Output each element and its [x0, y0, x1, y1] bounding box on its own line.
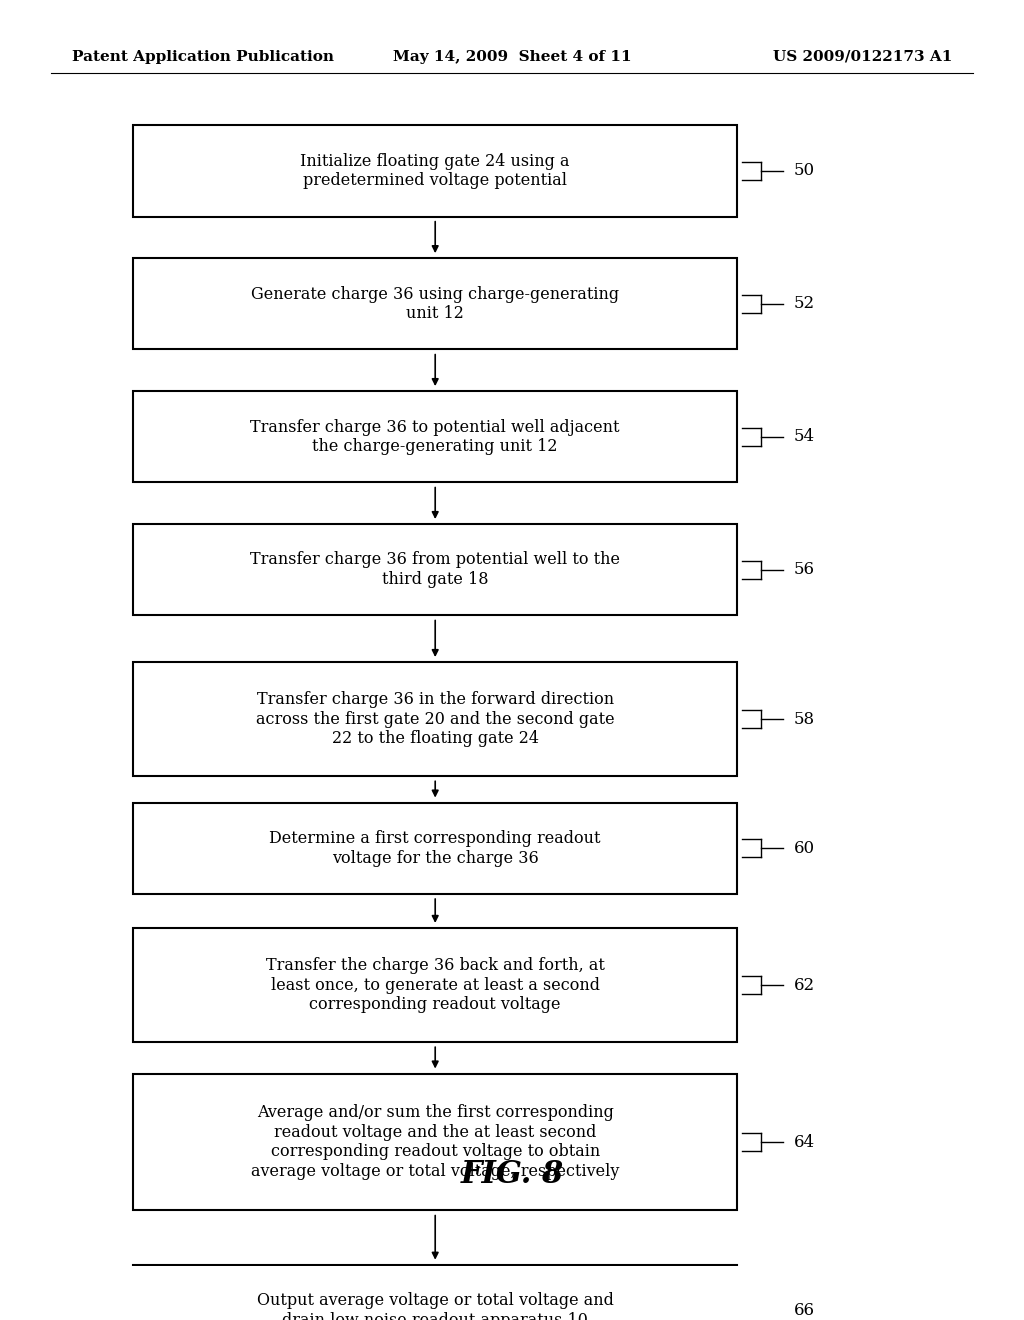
Text: 52: 52 [794, 296, 815, 313]
Text: May 14, 2009  Sheet 4 of 11: May 14, 2009 Sheet 4 of 11 [392, 50, 632, 63]
Bar [133, 803, 737, 894]
Text: Initialize floating gate 24 using a
predetermined voltage potential: Initialize floating gate 24 using a pred… [300, 153, 570, 189]
Text: 64: 64 [794, 1134, 815, 1151]
Text: 60: 60 [794, 840, 815, 857]
Text: FIG. 8: FIG. 8 [461, 1159, 563, 1191]
Bar [133, 663, 737, 776]
Text: 66: 66 [794, 1302, 815, 1319]
Bar [133, 1073, 737, 1210]
Text: 50: 50 [794, 162, 815, 180]
Bar [133, 524, 737, 615]
Bar [133, 259, 737, 350]
Bar [133, 391, 737, 482]
Text: Transfer charge 36 in the forward direction
across the first gate 20 and the sec: Transfer charge 36 in the forward direct… [256, 692, 614, 747]
Text: 58: 58 [794, 710, 815, 727]
Text: Generate charge 36 using charge-generating
unit 12: Generate charge 36 using charge-generati… [251, 285, 620, 322]
Text: Transfer the charge 36 back and forth, at
least once, to generate at least a sec: Transfer the charge 36 back and forth, a… [266, 957, 604, 1014]
Text: Patent Application Publication: Patent Application Publication [72, 50, 334, 63]
Text: US 2009/0122173 A1: US 2009/0122173 A1 [773, 50, 952, 63]
Bar [133, 1265, 737, 1320]
Text: Determine a first corresponding readout
voltage for the charge 36: Determine a first corresponding readout … [269, 830, 601, 867]
Text: Output average voltage or total voltage and
drain low noise readout apparatus 10: Output average voltage or total voltage … [257, 1292, 613, 1320]
Text: Average and/or sum the first corresponding
readout voltage and the at least seco: Average and/or sum the first correspondi… [251, 1104, 620, 1180]
Bar [133, 125, 737, 216]
Text: Transfer charge 36 to potential well adjacent
the charge-generating unit 12: Transfer charge 36 to potential well adj… [251, 418, 620, 455]
Text: 56: 56 [794, 561, 815, 578]
Text: 54: 54 [794, 428, 815, 445]
Bar [133, 928, 737, 1041]
Text: Transfer charge 36 from potential well to the
third gate 18: Transfer charge 36 from potential well t… [250, 552, 621, 587]
Text: 62: 62 [794, 977, 815, 994]
